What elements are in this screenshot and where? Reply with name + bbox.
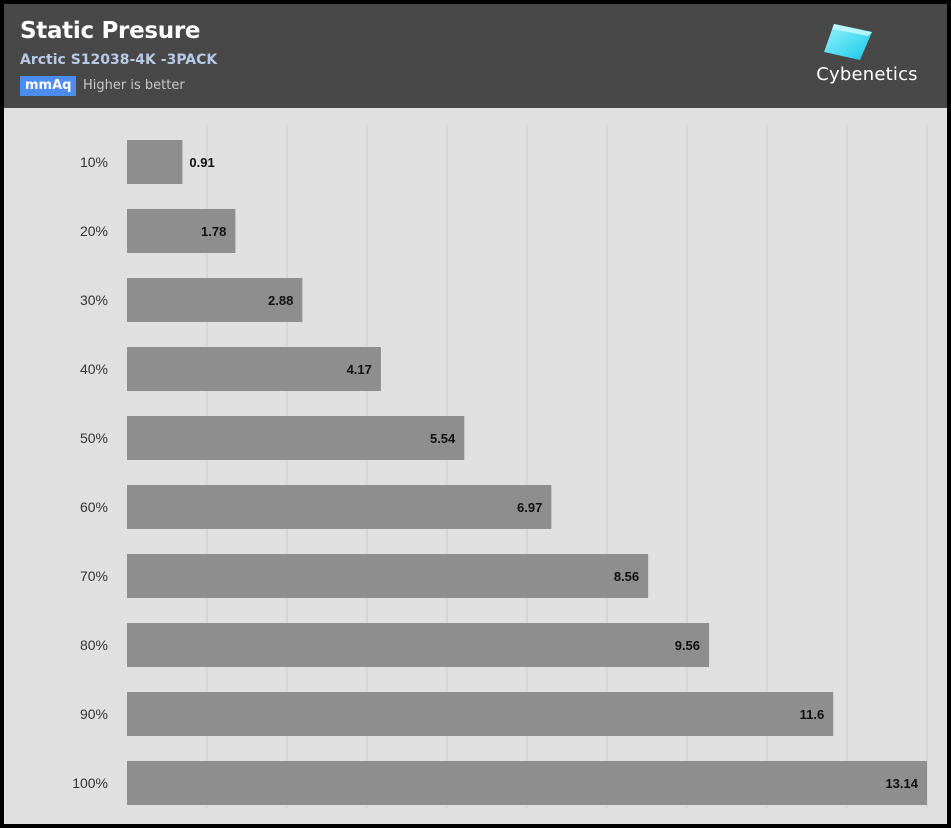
chart-subtitle: Arctic S12038-4K -3PACK (20, 52, 218, 68)
chart-frame: Static Presure Arctic S12038-4K -3PACK m… (4, 4, 947, 824)
category-tick-label: 10% (80, 154, 108, 170)
category-tick-label: 70% (80, 568, 108, 584)
bar-value-label: 11.6 (800, 707, 825, 722)
bar-value-label: 8.56 (614, 569, 639, 584)
chart-header: Static Presure Arctic S12038-4K -3PACK m… (4, 4, 947, 108)
bar-value-label: 9.56 (675, 638, 700, 653)
bar (127, 140, 183, 184)
bar (127, 554, 649, 598)
bar (127, 485, 552, 529)
category-tick-label: 20% (80, 223, 108, 239)
category-tick-label: 80% (80, 637, 108, 653)
bar-value-label: 2.88 (268, 293, 293, 308)
bar (127, 209, 236, 253)
logo-text: Cybenetics (816, 64, 918, 85)
category-tick-label: 100% (72, 775, 108, 791)
bar (127, 416, 465, 460)
bar-value-label: 13.14 (885, 776, 918, 791)
category-tick-label: 40% (80, 361, 108, 377)
bar (127, 761, 927, 805)
bar (127, 347, 381, 391)
chart-title: Static Presure (20, 18, 201, 44)
bar (127, 623, 710, 667)
bar-value-label: 5.54 (430, 431, 456, 446)
bar (127, 692, 834, 736)
bar-value-label: 6.97 (517, 500, 542, 515)
higher-is-better-note: Higher is better (83, 78, 185, 93)
category-tick-label: 60% (80, 499, 108, 515)
unit-badge: mmAq (20, 76, 77, 96)
bar-chart: 10% 0.91 20% 1.78 30% 2.88 40% 4.17 50% 5.54 60% 6.… (72, 124, 928, 808)
bar-value-label: 1.78 (201, 224, 226, 239)
category-tick-label: 50% (80, 430, 108, 446)
bar (127, 278, 303, 322)
cybenetics-logo: Cybenetics (812, 22, 922, 92)
bar-value-label: 4.17 (347, 362, 372, 377)
bar-value-label: 0.91 (189, 155, 214, 170)
category-tick-label: 30% (80, 292, 108, 308)
cube-logo-icon (824, 24, 872, 60)
category-tick-label: 90% (80, 706, 108, 722)
